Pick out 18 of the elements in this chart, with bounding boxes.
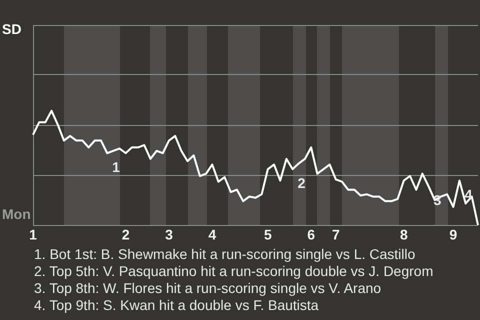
x-tick-label: 1 [29,226,38,242]
x-tick-label: 2 [122,226,130,242]
annotation: 2 [298,175,306,192]
x-tick-label: 6 [307,226,316,242]
x-tick-label: 9 [449,226,458,242]
text: 3. Top 8th: W. Flores hit a run-scoring single vs V. Arano [34,280,382,297]
x-tick-label: 4 [208,226,216,242]
x-tick-label: 5 [264,226,272,242]
text: 4. Top 9th: S. Kwan hit a double vs F. Bautista [34,297,320,314]
annotation: 4 [464,186,472,202]
x-tick-label: 3 [165,226,174,242]
x-tick-label: 7 [332,226,340,242]
text: SD [2,21,22,37]
annotation: 1 [112,158,120,175]
text: Mon [2,206,31,222]
text: 1. Bot 1st: B. Shewmake hit a run-scoring single vs L. Castillo [34,246,416,263]
text: 2. Top 5th: V. Pasquantino hit a run-scoring double vs J. Degrom [34,263,434,280]
x-tick-label: 8 [400,226,408,242]
